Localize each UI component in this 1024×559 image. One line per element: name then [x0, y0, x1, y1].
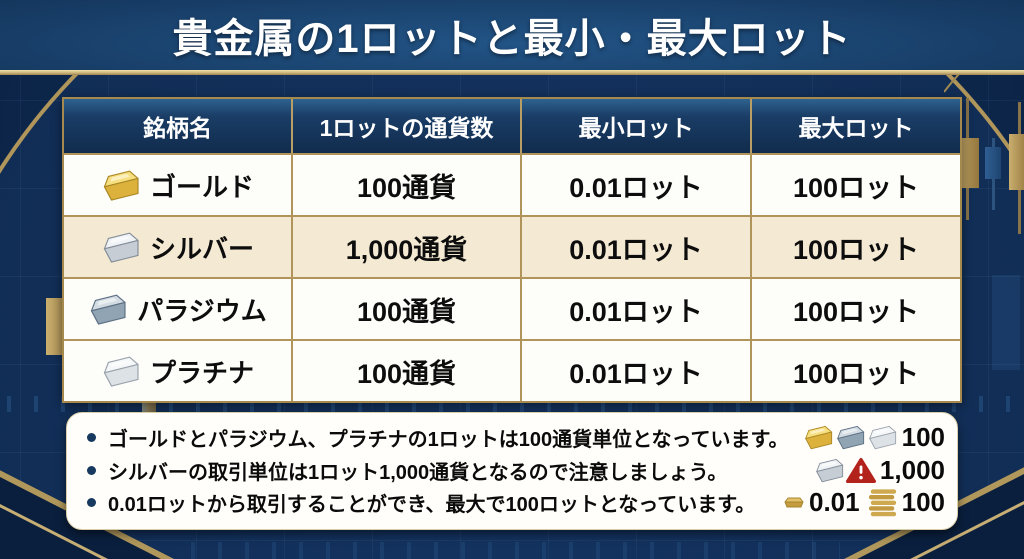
note-max-value: 100 [901, 487, 945, 518]
currency-per-lot-cell: 100通貨 [291, 339, 520, 401]
notes-panel: ゴールドとパラジウム、プラチナの1ロットは100通貨単位となっています。 100… [66, 412, 958, 530]
column-header-symbol: 銘柄名 [143, 115, 212, 141]
min-lot-cell: 0.01ロット [520, 215, 750, 277]
currency-per-lot-cell: 1,000通貨 [291, 215, 520, 277]
silver-ingot-icon [103, 232, 139, 263]
warning-icon [845, 457, 876, 483]
symbol-cell: ゴールド [64, 153, 291, 215]
gold-ingot-icon [804, 425, 832, 449]
symbol-cell: パラジウム [64, 277, 291, 339]
bullet-icon [87, 432, 96, 442]
bullet-icon [87, 465, 96, 475]
min-lot-cell: 0.01ロット [520, 339, 750, 401]
max-lot-cell: 100ロット [750, 277, 960, 339]
table-header-row: 銘柄名 1ロットの通貨数 最小ロット 最大ロット [64, 99, 960, 153]
banner-gold-line [0, 70, 1024, 75]
max-lot-cell: 100ロット [750, 153, 960, 215]
table-row: パラジウム 100通貨 0.01ロット 100ロット [64, 277, 960, 339]
symbol-name: パラジウム [137, 295, 267, 326]
symbol-name: ゴールド [149, 171, 254, 202]
note-text: シルバーの取引単位は1ロット1,000通貨となるので注意しましょう。 [108, 461, 728, 484]
note-text: 0.01ロットから取引することができ、最大で100ロットとなっています。 [108, 494, 756, 517]
ghost-candle-decoration [992, 275, 1020, 370]
table-row: ゴールド 100通貨 0.01ロット 100ロット [64, 153, 960, 215]
stripe-decoration [184, 542, 840, 559]
silver-ingot-icon [816, 458, 844, 482]
column-header-currency-per-lot: 1ロットの通貨数 [291, 99, 520, 153]
candlestick-decoration [1009, 102, 1024, 234]
min-lot-cell: 0.01ロット [520, 153, 750, 215]
gold-ingot-icon [103, 170, 139, 201]
min-lot-cell: 0.01ロット [520, 277, 750, 339]
note-line: 0.01ロットから取引することができ、最大で100ロットとなっています。 0.0… [87, 487, 945, 518]
column-header-max-lot: 最大ロット [750, 99, 960, 153]
platinum-ingot-icon [103, 356, 139, 387]
lot-table: 銘柄名 1ロットの通貨数 最小ロット 最大ロット ゴールド 100通貨 0.01… [62, 97, 962, 403]
bullet-icon [87, 498, 96, 508]
page-title: 貴金属の1ロットと最小・最大ロット [172, 17, 852, 61]
symbol-name: シルバー [149, 233, 254, 264]
note-text: ゴールドとパラジウム、プラチナの1ロットは100通貨単位となっています。 [108, 428, 789, 451]
note-min-value: 0.01 [809, 487, 860, 518]
candlestick-decoration [985, 138, 1001, 210]
symbol-cell: プラチナ [64, 339, 291, 401]
gold-coin-icon [784, 497, 804, 508]
currency-per-lot-cell: 100通貨 [291, 153, 520, 215]
note-line: シルバーの取引単位は1ロット1,000通貨となるので注意しましょう。 1,000 [87, 455, 945, 486]
max-lot-cell: 100ロット [750, 339, 960, 401]
table-row: プラチナ 100通貨 0.01ロット 100ロット [64, 339, 960, 401]
platinum-ingot-icon [868, 425, 896, 449]
palladium-ingot-icon [91, 294, 126, 325]
currency-per-lot-cell: 100通貨 [291, 277, 520, 339]
symbol-cell: シルバー [64, 215, 291, 277]
table-row: シルバー 1,000通貨 0.01ロット 100ロット [64, 215, 960, 277]
note-value: 1,000 [879, 454, 945, 485]
note-value: 100 [901, 421, 945, 452]
symbol-name: プラチナ [149, 357, 254, 388]
coin-stack-icon [868, 489, 896, 517]
column-header-min-lot: 最小ロット [520, 99, 750, 153]
title-banner: 貴金属の1ロットと最小・最大ロット [0, 0, 1024, 70]
note-line: ゴールドとパラジウム、プラチナの1ロットは100通貨単位となっています。 100 [87, 422, 945, 453]
max-lot-cell: 100ロット [750, 215, 960, 277]
palladium-ingot-icon [836, 425, 864, 449]
